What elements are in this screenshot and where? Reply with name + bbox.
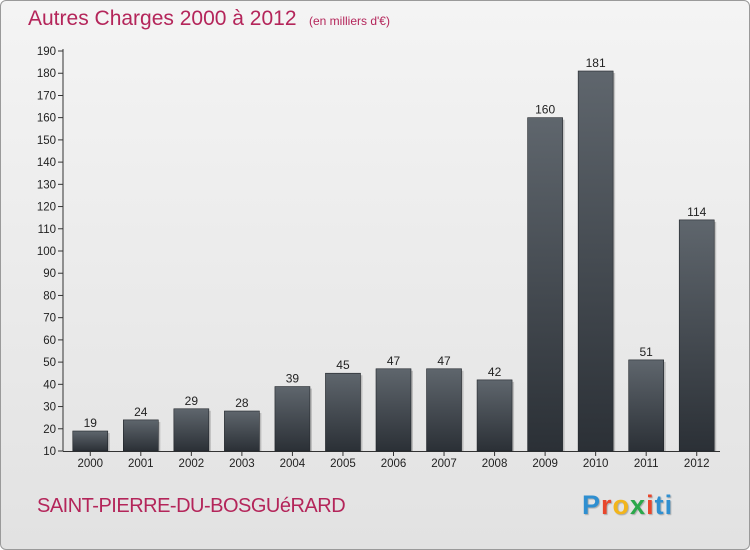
logo-letter: r <box>601 490 613 520</box>
x-tick-label: 2005 <box>330 458 356 470</box>
bar <box>123 419 159 452</box>
bar <box>678 219 715 452</box>
data-label: 24 <box>134 405 148 419</box>
x-tick-label: 2012 <box>684 458 710 470</box>
y-tick-label: 170 <box>37 90 56 102</box>
commune-name: SAINT-PIERRE-DU-BOSGUéRARD <box>37 495 346 517</box>
x-tick-label: 2003 <box>229 458 255 470</box>
bar <box>224 410 260 452</box>
bar <box>426 368 462 452</box>
data-label: 45 <box>336 358 350 372</box>
x-tick-label: 2002 <box>179 458 205 470</box>
y-tick-label: 70 <box>43 313 56 325</box>
y-tick-label: 80 <box>43 290 56 302</box>
data-label: 19 <box>84 416 98 430</box>
y-tick-label: 40 <box>43 379 56 391</box>
data-label: 160 <box>535 103 555 117</box>
x-tick-label: 2007 <box>431 458 457 470</box>
x-tick-label: 2001 <box>128 458 154 470</box>
logo-letter: ti <box>654 490 674 520</box>
bar <box>628 359 664 452</box>
data-label: 29 <box>185 394 199 408</box>
y-tick-label: 140 <box>37 157 56 169</box>
chart-title-block: Autres Charges 2000 à 2012 (en milliers … <box>28 7 390 31</box>
y-tick-label: 50 <box>43 357 56 369</box>
chart-axes: 1020304050607080901001101201301401501601… <box>37 46 720 470</box>
logo-letter: o <box>612 490 631 520</box>
y-tick-label: 150 <box>37 135 56 147</box>
logo-letter: P <box>582 490 602 520</box>
data-label: 28 <box>235 396 249 410</box>
data-label: 114 <box>687 205 706 219</box>
y-tick-label: 130 <box>37 179 56 191</box>
chart-bars <box>72 70 717 452</box>
bar <box>577 70 614 452</box>
bar <box>325 372 361 452</box>
x-tick-label: 2004 <box>280 458 306 470</box>
y-tick-label: 10 <box>43 446 56 458</box>
x-tick-label: 2010 <box>583 458 609 470</box>
logo-letter: i <box>646 490 655 520</box>
chart-title: Autres Charges 2000 à 2012 <box>28 7 297 30</box>
data-label: 42 <box>488 365 502 379</box>
y-tick-label: 20 <box>43 424 56 436</box>
data-label: 47 <box>387 354 401 368</box>
y-tick-label: 60 <box>43 335 56 347</box>
x-tick-label: 2009 <box>532 458 558 470</box>
x-tick-label: 2011 <box>634 458 659 470</box>
y-tick-label: 120 <box>37 202 56 214</box>
x-tick-label: 2006 <box>381 458 407 470</box>
y-tick-label: 160 <box>37 113 56 125</box>
chart-labels: 19 24 29 28 39 45 47 47 42 160 181 51 114 <box>84 56 707 430</box>
logo-letter: x <box>630 490 647 520</box>
y-tick-label: 90 <box>43 268 56 280</box>
bar <box>375 368 412 452</box>
proxiti-logo: Proxiti <box>582 490 673 521</box>
data-label: 181 <box>586 56 606 70</box>
y-tick-label: 110 <box>38 224 56 236</box>
x-tick-label: 2000 <box>77 458 103 470</box>
bar <box>274 386 311 452</box>
y-tick-label: 100 <box>37 246 56 258</box>
bar <box>527 117 563 452</box>
data-label: 51 <box>640 345 654 359</box>
y-tick-label: 190 <box>37 46 56 58</box>
bar <box>72 430 109 452</box>
bar <box>476 379 513 452</box>
data-label: 39 <box>286 372 300 386</box>
x-tick-label: 2008 <box>482 458 508 470</box>
data-label: 47 <box>437 354 451 368</box>
y-tick-label: 180 <box>37 68 56 80</box>
bar <box>173 408 210 452</box>
chart-unit: (en milliers d'€) <box>308 14 390 28</box>
y-tick-label: 30 <box>43 402 56 414</box>
